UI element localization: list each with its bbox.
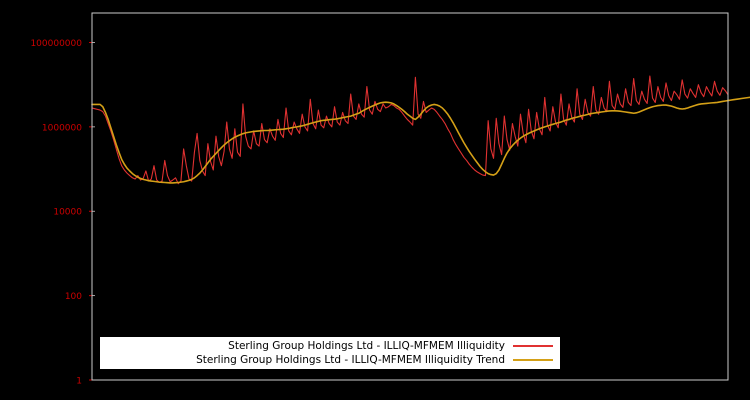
y-tick-label: 100000000 — [30, 39, 82, 49]
y-tick-label: 10000 — [53, 208, 82, 218]
y-tick-label: 100 — [65, 292, 82, 302]
y-tick-label: 1 — [76, 377, 82, 387]
y-tick-label: 1000000 — [42, 123, 82, 133]
plot-frame — [91, 12, 729, 381]
series-line-illiquidity-trend — [91, 96, 750, 184]
y-axis-ticks: 1 100 10000 1000000 100000000 — [30, 39, 95, 387]
legend-swatch-illiquidity-trend — [513, 359, 553, 361]
legend-swatch-illiquidity — [513, 345, 553, 347]
legend-label-illiquidity: Sterling Group Holdings Ltd - ILLIQ-MFME… — [228, 340, 505, 352]
legend-item-illiquidity[interactable]: Sterling Group Holdings Ltd - ILLIQ-MFME… — [101, 339, 559, 353]
legend-label-illiquidity-trend: Sterling Group Holdings Ltd - ILLIQ-MFME… — [196, 354, 505, 366]
series-line-illiquidity — [91, 75, 729, 185]
chart-legend: Sterling Group Holdings Ltd - ILLIQ-MFME… — [100, 337, 560, 369]
legend-item-illiquidity-trend[interactable]: Sterling Group Holdings Ltd - ILLIQ-MFME… — [101, 353, 559, 367]
